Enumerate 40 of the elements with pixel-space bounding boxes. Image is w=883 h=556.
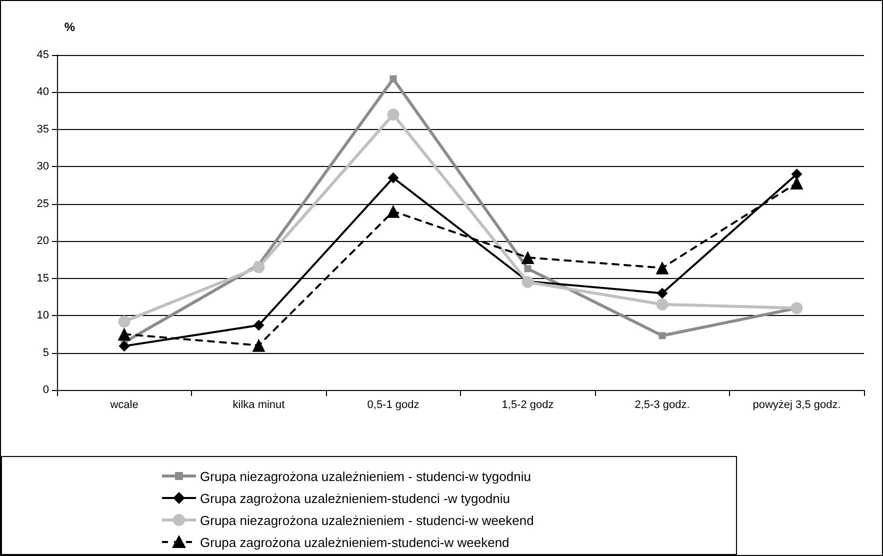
legend-label: Grupa niezagrożona uzależnieniem - studenci-w tygodniu <box>200 468 531 484</box>
y-tick-label: 0 <box>42 384 49 396</box>
point <box>386 204 400 218</box>
y-tick-label: 35 <box>36 123 49 136</box>
point <box>118 340 130 352</box>
y-axis-title: % <box>64 20 76 34</box>
point <box>118 328 131 341</box>
y-tick-label: 15 <box>36 272 49 284</box>
y-tick-label: 20 <box>36 235 49 248</box>
y-tick-label: 30 <box>36 160 49 173</box>
legend-label: Grupa zagrożona uzależnieniem-studenci -w tygodniu <box>200 490 510 506</box>
x-tick-label: 1,5-2 godz <box>502 399 554 411</box>
y-tick-label: 40 <box>36 86 49 98</box>
point <box>252 261 265 274</box>
y-tick-label: 10 <box>36 310 49 322</box>
point <box>253 320 264 331</box>
point <box>791 168 802 180</box>
y-tick-label: 5 <box>42 346 49 359</box>
point <box>656 298 668 310</box>
point <box>656 261 669 274</box>
x-tick-label: kilka minut <box>232 399 285 411</box>
x-tick-label: wcale <box>109 399 138 411</box>
y-tick-label: 45 <box>36 49 49 61</box>
legend-label: Grupa niezagrożona uzależnieniem - studenci-w weekend <box>200 512 534 528</box>
point <box>118 316 130 328</box>
point <box>656 288 668 299</box>
y-tick-label: 25 <box>36 198 49 210</box>
point <box>790 302 803 314</box>
point <box>521 250 534 264</box>
x-tick-label: 0,5-1 godz <box>367 399 420 411</box>
point <box>390 75 397 82</box>
point <box>790 176 804 190</box>
point <box>387 108 400 121</box>
legend-label: Grupa zagrożona uzależnieniem-studenci-w weekend <box>200 534 510 550</box>
x-tick-label: 2,5-3 godz. <box>634 399 690 411</box>
x-tick-label: powyżej 3,5 godz. <box>752 399 841 411</box>
point <box>658 332 666 340</box>
point <box>388 172 399 184</box>
point <box>252 338 266 352</box>
point <box>524 265 532 272</box>
